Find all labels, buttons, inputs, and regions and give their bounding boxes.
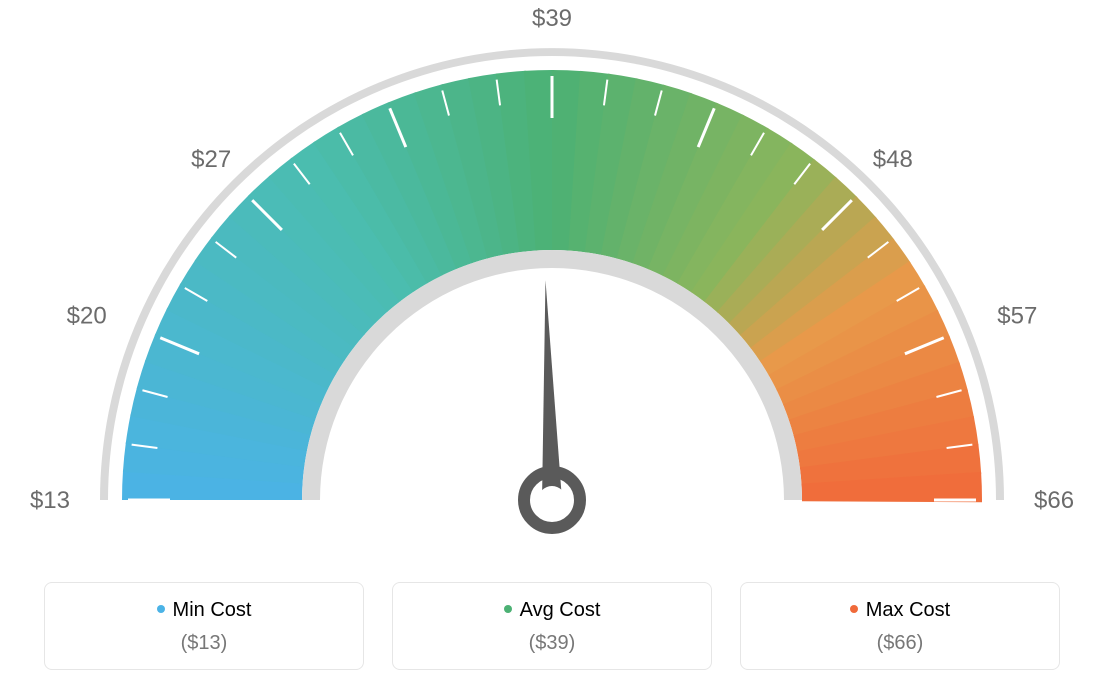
- legend-value-avg: ($39): [393, 632, 711, 655]
- svg-text:$57: $57: [997, 303, 1037, 330]
- dot-icon: [157, 605, 165, 613]
- legend-value-min: ($13): [45, 632, 363, 655]
- legend-label-max: Max Cost: [866, 599, 950, 621]
- svg-text:$20: $20: [67, 303, 107, 330]
- legend-card-avg: Avg Cost ($39): [392, 582, 712, 670]
- svg-text:$13: $13: [30, 487, 70, 514]
- legend-card-max: Max Cost ($66): [740, 582, 1060, 670]
- gauge-chart: $13 $20 $27 $39 $48 $57 $66: [0, 0, 1104, 560]
- legend-row: Min Cost ($13) Avg Cost ($39) Max Cost (…: [0, 582, 1104, 670]
- svg-text:$66: $66: [1034, 487, 1074, 514]
- legend-label-avg: Avg Cost: [520, 599, 601, 621]
- legend-title-avg: Avg Cost: [393, 599, 711, 622]
- dot-icon: [850, 605, 858, 613]
- legend-value-max: ($66): [741, 632, 1059, 655]
- legend-card-min: Min Cost ($13): [44, 582, 364, 670]
- legend-title-min: Min Cost: [45, 599, 363, 622]
- svg-text:$39: $39: [532, 5, 572, 32]
- legend-title-max: Max Cost: [741, 599, 1059, 622]
- gauge-svg: $13 $20 $27 $39 $48 $57 $66: [0, 0, 1104, 560]
- svg-text:$27: $27: [191, 146, 231, 173]
- svg-text:$48: $48: [873, 146, 913, 173]
- legend-label-min: Min Cost: [173, 599, 252, 621]
- dot-icon: [504, 605, 512, 613]
